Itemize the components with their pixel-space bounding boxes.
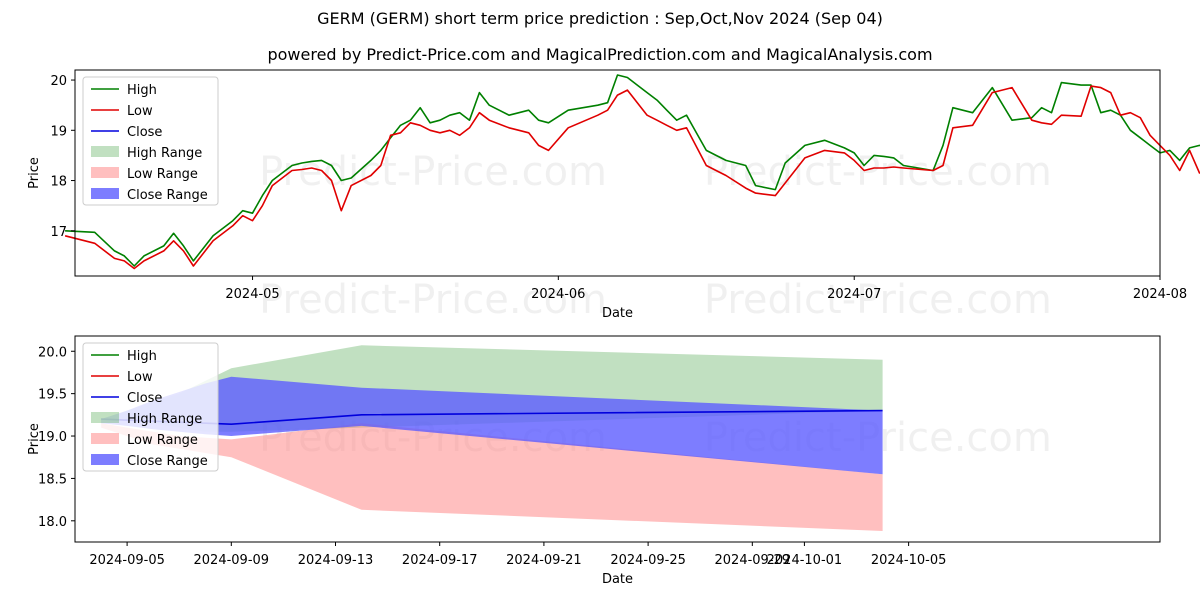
- history-y-axis-label: Price: [27, 157, 42, 189]
- forecast-x-tick-label: 2024-10-01: [767, 553, 843, 568]
- history-x-tick-label: 2024-07: [827, 287, 881, 302]
- history-legend-swatch-low-range: [91, 167, 119, 178]
- history-x-tick-label: 2024-08: [1133, 287, 1187, 302]
- history-y-tick-label: 17: [50, 225, 67, 240]
- history-y-tick-label: 18: [50, 175, 67, 190]
- history-x-tick-label: 2024-05: [225, 287, 279, 302]
- forecast-x-tick-label: 2024-09-13: [298, 553, 374, 568]
- history-legend-swatch-close-range: [91, 188, 119, 199]
- forecast-legend-label: High: [127, 349, 157, 364]
- history-legend-label: Close Range: [127, 188, 208, 203]
- chart-title: GERM (GERM) short term price prediction …: [317, 9, 883, 28]
- forecast-y-axis-label: Price: [27, 423, 42, 455]
- watermark: Predict-Price.com: [259, 277, 607, 323]
- history-legend-label: High: [127, 83, 157, 98]
- history-x-axis-label: Date: [602, 306, 633, 321]
- forecast-legend-label: Low Range: [127, 433, 198, 448]
- history-x-tick-label: 2024-06: [531, 287, 585, 302]
- forecast-low-range-band: [101, 423, 883, 531]
- history-legend-label: Low Range: [127, 167, 198, 182]
- history-watermark: Predict-Price.com: [259, 149, 607, 195]
- history-legend-swatch-high-range: [91, 146, 119, 157]
- forecast-close-range-band: [101, 376, 883, 475]
- history-legend-label: Close: [127, 125, 162, 140]
- forecast-axes-frame: [74, 335, 1161, 543]
- forecast-x-tick-label: 2024-09-17: [402, 553, 478, 568]
- history-axes-frame: [74, 69, 1161, 277]
- forecast-legend-label: Low: [127, 370, 153, 385]
- forecast-legend-label: Close: [127, 391, 162, 406]
- history-y-tick-label: 19: [50, 124, 67, 139]
- forecast-legend-label: Close Range: [127, 454, 208, 469]
- forecast-legend-swatch-high-range: [91, 412, 119, 423]
- history-legend-label: Low: [127, 104, 153, 119]
- history-y-tick-label: 20: [50, 74, 67, 89]
- forecast-y-tick-label: 18.0: [38, 515, 67, 530]
- forecast-y-tick-label: 19.5: [38, 388, 67, 403]
- watermark: Predict-Price.com: [704, 277, 1052, 323]
- forecast-y-tick-label: 19.0: [38, 430, 67, 445]
- forecast-x-tick-label: 2024-09-25: [610, 553, 686, 568]
- forecast-x-tick-label: 2024-09-05: [89, 553, 165, 568]
- forecast-x-axis-label: Date: [602, 572, 633, 587]
- history-high-line: [65, 74, 1200, 267]
- forecast-legend-swatch-low-range: [91, 433, 119, 444]
- history-low-line: [64, 85, 1200, 270]
- forecast-x-tick-label: 2024-09-29: [715, 553, 791, 568]
- forecast-legend-swatch-close-range: [91, 454, 119, 465]
- history-legend-label: High Range: [127, 146, 202, 161]
- forecast-x-tick-label: 2024-10-05: [871, 553, 947, 568]
- forecast-x-tick-label: 2024-09-09: [194, 553, 270, 568]
- forecast-legend-label: High Range: [127, 412, 202, 427]
- forecast-y-tick-label: 20.0: [38, 345, 67, 360]
- forecast-x-tick-label: 2024-09-21: [506, 553, 582, 568]
- forecast-y-tick-label: 18.5: [38, 472, 67, 487]
- chart-subtitle: powered by Predict-Price.com and Magical…: [267, 45, 933, 64]
